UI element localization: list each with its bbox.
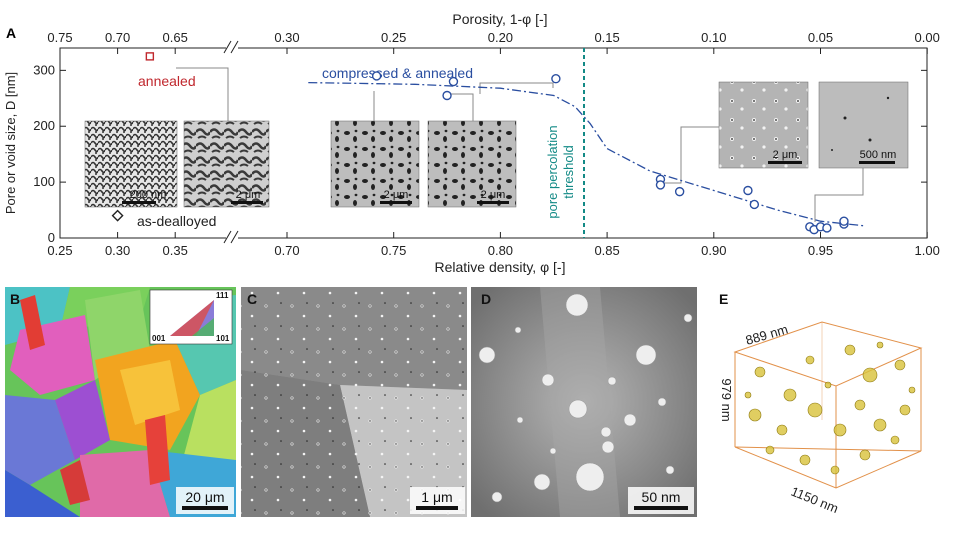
- y-axis-label: Pore or void size, D [nm]: [3, 72, 18, 214]
- data-point-circle: [551, 74, 561, 84]
- inset-scale-label: 500 nm: [860, 149, 897, 161]
- scale-bar: [416, 506, 458, 510]
- panel-c-sem-image: 1 μm: [241, 287, 467, 517]
- data-point-diamond: [111, 209, 124, 222]
- sem-inset-dense-1: 2 μm: [718, 81, 809, 169]
- top-tick-label: 0.65: [163, 30, 188, 45]
- y-tick-label: 200: [33, 118, 55, 133]
- data-point-square: [145, 52, 155, 61]
- top-tick-label: 0.10: [701, 30, 726, 45]
- dimension-label-depth: 889 nm: [744, 321, 790, 347]
- panel-label-c: C: [247, 291, 257, 307]
- data-marks: [111, 52, 849, 235]
- trend-line-path: [308, 81, 864, 227]
- sem-inset-dense-2: 500 nm: [818, 81, 909, 169]
- x-tick-label: 0.80: [488, 243, 513, 258]
- top-axis-label: Porosity, 1-φ [-]: [452, 11, 547, 27]
- top-tick-label: 0.15: [594, 30, 619, 45]
- sem-inset-compressed-2: 2 μm: [427, 120, 517, 208]
- scale-bar-label: 20 μm: [185, 489, 224, 505]
- scale-bar: [182, 506, 228, 510]
- data-point-circle: [371, 71, 382, 81]
- top-tick-label: 0.25: [381, 30, 406, 45]
- data-point-circle: [839, 216, 849, 226]
- panel-a-chart: 0.25 0.30 0.35 0.70 0.75 0.80 0.85 0.90 0.95 1.00…: [3, 11, 940, 275]
- ipf-label-111: 111: [216, 291, 229, 300]
- y-tick-label: 0: [48, 230, 55, 245]
- top-tick-label: 0.05: [808, 30, 833, 45]
- x-tick-label: 0.75: [381, 243, 406, 258]
- inset-scale-label: 2 μm: [236, 189, 261, 201]
- y-tick-label: 100: [33, 174, 55, 189]
- x-tick-label: 0.95: [808, 243, 833, 258]
- panel-b-ebsd-map: 111 001 101 20 μm: [5, 287, 236, 517]
- trend-line: [308, 81, 864, 227]
- data-point-circle: [448, 76, 459, 87]
- x-tick-label: 0.25: [47, 243, 72, 258]
- panel-e-3d-reconstruction: 889 nm 979 nm 1150 nm: [719, 321, 923, 517]
- threshold-label-line2: threshold: [561, 145, 576, 198]
- ipf-label-001: 001: [152, 334, 166, 343]
- data-point-circle: [674, 186, 685, 197]
- data-point-circle: [749, 199, 760, 210]
- series-label-as-dealloyed: as-dealloyed: [137, 213, 216, 229]
- x-tick-label: 0.90: [701, 243, 726, 258]
- scale-bar: [634, 506, 688, 510]
- x-tick-label: 0.85: [594, 243, 619, 258]
- top-tick-label: 0.00: [915, 30, 940, 45]
- threshold-label-line1: pore percolation: [545, 125, 560, 218]
- sem-inset-compressed-1: 2 μm: [330, 120, 420, 208]
- sem-inset-annealed: 2 μm: [183, 120, 270, 208]
- x-tick-label: 1.00: [915, 243, 940, 258]
- sem-inset-nanoporous: 200 nm: [84, 120, 178, 208]
- data-point-circle: [822, 223, 832, 233]
- scale-bar-label: 1 μm: [421, 489, 452, 505]
- series-label-compressed: compressed & annealed: [322, 65, 473, 81]
- y-axis: 0 100 200 300: [33, 62, 927, 245]
- x-tick-label: 0.70: [274, 243, 299, 258]
- x-axis-label: Relative density, φ [-]: [435, 259, 566, 275]
- data-point-circle: [655, 180, 666, 190]
- panel-label-e: E: [719, 291, 728, 307]
- x-tick-label: 0.30: [105, 243, 130, 258]
- dimension-label-width: 1150 nm: [789, 484, 841, 517]
- x-tick-label: 0.35: [163, 243, 188, 258]
- top-tick-label: 0.75: [47, 30, 72, 45]
- ipf-label-101: 101: [216, 334, 230, 343]
- bottom-axis: 0.25 0.30 0.35 0.70 0.75 0.80 0.85 0.90 0.95 1.00: [47, 232, 940, 258]
- plot-frame: [59, 47, 928, 239]
- data-point-circle: [743, 185, 753, 196]
- panel-label-a: A: [6, 25, 16, 41]
- panel-d-tem-image: 50 nm: [471, 287, 697, 517]
- axis-break-marks: [223, 40, 239, 244]
- scale-bar-label: 50 nm: [642, 489, 681, 505]
- inset-scale-label: 2 μm: [384, 189, 409, 201]
- panel-label-d: D: [481, 291, 491, 307]
- data-point-circle: [442, 90, 452, 101]
- inset-scale-label: 200 nm: [130, 189, 167, 201]
- top-tick-label: 0.70: [105, 30, 130, 45]
- top-tick-label: 0.20: [488, 30, 513, 45]
- top-axis: 0.75 0.70 0.65 0.30 0.25 0.20 0.15 0.10 0.05 0.00: [47, 30, 940, 54]
- top-tick-label: 0.30: [274, 30, 299, 45]
- y-tick-label: 300: [33, 62, 55, 77]
- inset-leader-lines: [176, 67, 864, 222]
- dimension-label-height: 979 nm: [719, 378, 734, 421]
- inset-scale-label: 2 μm: [481, 189, 506, 201]
- inset-scale-label: 2 μm: [773, 149, 798, 161]
- series-label-annealed: annealed: [138, 73, 196, 89]
- panel-label-b: B: [10, 291, 20, 307]
